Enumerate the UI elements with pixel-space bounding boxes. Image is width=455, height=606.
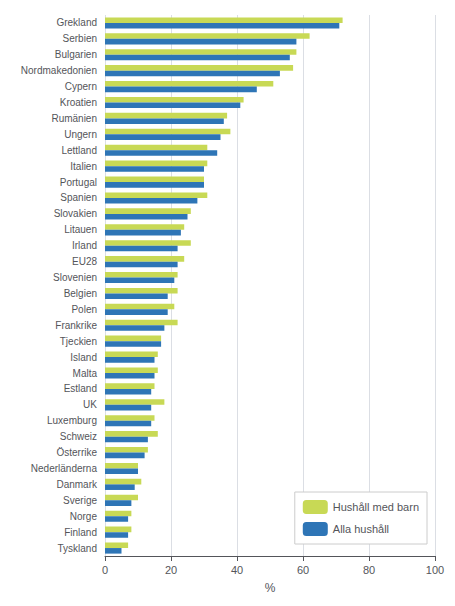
svg-text:Spanien: Spanien: [60, 192, 97, 203]
svg-text:20: 20: [165, 564, 177, 576]
svg-text:100: 100: [426, 564, 444, 576]
svg-text:Tyskland: Tyskland: [58, 543, 97, 554]
svg-text:Ungern: Ungern: [64, 129, 97, 140]
svg-text:Tjeckien: Tjeckien: [60, 336, 97, 347]
svg-text:Nordmakedonien: Nordmakedonien: [21, 65, 97, 76]
svg-text:Danmark: Danmark: [56, 479, 98, 490]
svg-text:Alla hushåll: Alla hushåll: [333, 523, 389, 535]
svg-text:Schweiz: Schweiz: [60, 431, 97, 442]
svg-text:Luxemburg: Luxemburg: [47, 415, 97, 426]
svg-text:%: %: [265, 581, 276, 595]
svg-text:Cypern: Cypern: [65, 81, 97, 92]
svg-text:Portugal: Portugal: [60, 177, 97, 188]
svg-text:Hushåll med barn: Hushåll med barn: [333, 501, 419, 513]
svg-text:Litauen: Litauen: [64, 224, 97, 235]
svg-text:80: 80: [363, 564, 375, 576]
svg-text:Polen: Polen: [71, 304, 97, 315]
svg-text:Serbien: Serbien: [63, 33, 97, 44]
svg-text:UK: UK: [83, 399, 97, 410]
svg-text:Island: Island: [70, 352, 97, 363]
svg-text:Norge: Norge: [70, 511, 98, 522]
svg-text:Grekland: Grekland: [56, 17, 97, 28]
svg-text:Rumänien: Rumänien: [51, 113, 97, 124]
svg-text:40: 40: [231, 564, 243, 576]
svg-text:Österrike: Österrike: [56, 447, 97, 458]
svg-text:Estland: Estland: [64, 383, 97, 394]
svg-text:0: 0: [102, 564, 108, 576]
svg-text:Finland: Finland: [64, 527, 97, 538]
svg-text:Sverige: Sverige: [63, 495, 97, 506]
svg-text:Bulgarien: Bulgarien: [55, 49, 97, 60]
svg-text:Frankrike: Frankrike: [55, 320, 97, 331]
svg-text:Nederländerna: Nederländerna: [31, 463, 98, 474]
svg-text:Slovenien: Slovenien: [53, 272, 97, 283]
svg-text:Malta: Malta: [73, 368, 98, 379]
svg-text:Kroatien: Kroatien: [60, 97, 97, 108]
svg-text:Slovakien: Slovakien: [54, 208, 97, 219]
svg-text:EU28: EU28: [72, 256, 97, 267]
svg-text:Lettland: Lettland: [61, 145, 97, 156]
svg-text:Irland: Irland: [72, 240, 97, 251]
svg-text:Belgien: Belgien: [64, 288, 97, 299]
svg-text:60: 60: [297, 564, 309, 576]
svg-text:Italien: Italien: [70, 161, 97, 172]
